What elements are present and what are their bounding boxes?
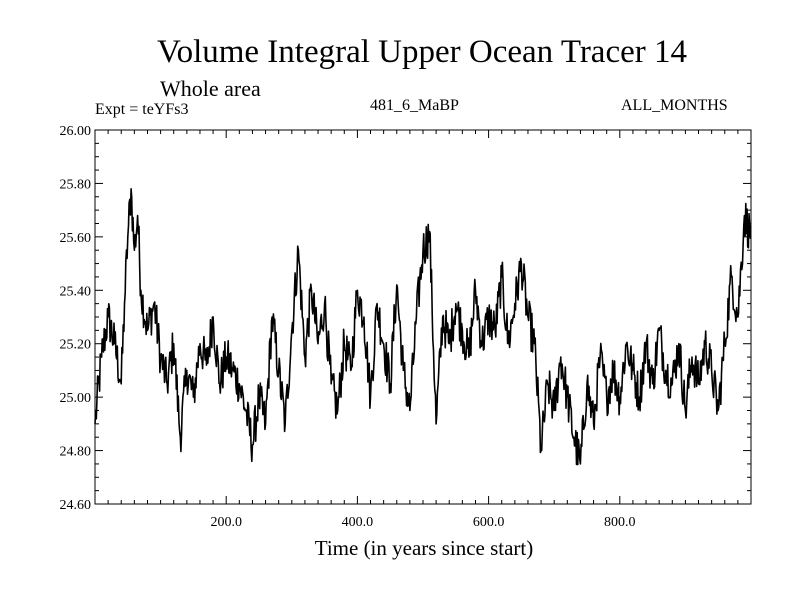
plot-frame bbox=[94, 129, 752, 505]
axis-ticks: 200.0 400.0 600.0 800.0 24.60 24.80 25.00 25.20… bbox=[60, 124, 751, 530]
series-line bbox=[94, 188, 752, 466]
y-tick-label: 24.60 bbox=[60, 498, 92, 513]
y-tick-label: 25.40 bbox=[60, 284, 92, 299]
months-label: ALL_MONTHS bbox=[621, 97, 728, 114]
y-tick-label: 25.80 bbox=[60, 177, 92, 192]
x-axis-title: Time (in years since start) bbox=[314, 536, 534, 560]
chart-title: Volume Integral Upper Ocean Tracer 14 bbox=[157, 34, 687, 70]
y-tick-label: 25.60 bbox=[60, 231, 92, 246]
y-tick-label: 25.00 bbox=[60, 391, 92, 406]
experiment-label: Expt = teYFs3 bbox=[95, 101, 189, 118]
x-tick-label: 600.0 bbox=[473, 515, 505, 530]
series-layer bbox=[94, 188, 752, 466]
y-tick-label: 25.20 bbox=[60, 338, 92, 353]
x-tick-label: 400.0 bbox=[342, 515, 374, 530]
x-tick-label: 800.0 bbox=[604, 515, 636, 530]
run-label: 481_6_MaBP bbox=[370, 97, 459, 114]
y-tick-label: 24.80 bbox=[60, 445, 92, 460]
y-tick-label: 26.00 bbox=[60, 124, 92, 139]
chart-subtitle: Whole area bbox=[160, 76, 261, 101]
x-tick-label: 200.0 bbox=[210, 515, 242, 530]
